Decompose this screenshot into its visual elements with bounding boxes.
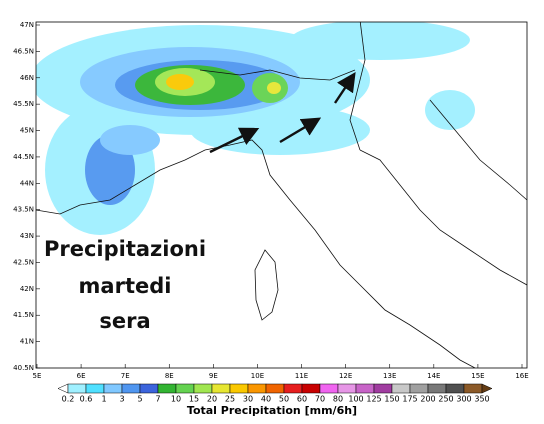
lon-label: 10E (251, 372, 264, 380)
colorbar-arrow (481, 383, 493, 394)
colorbar-box (337, 383, 357, 394)
colorbar-label: 350 (474, 395, 489, 404)
colorbar-label: 0.6 (80, 395, 93, 404)
colorbar-box (211, 383, 231, 394)
lat-label: 46.5N (13, 47, 34, 55)
colorbar-box (373, 383, 393, 394)
lon-label: 14E (427, 372, 440, 380)
lon-label: 12E (339, 372, 352, 380)
colorbar-label: 15 (189, 395, 199, 404)
lat-label: 45N (20, 127, 34, 135)
flow-arrows (209, 72, 356, 154)
colorbar-box (247, 383, 267, 394)
colorbar-box (301, 383, 321, 394)
lat-label: 43N (20, 232, 34, 240)
colorbar-box (139, 383, 159, 394)
lat-label: 45.5N (13, 100, 34, 108)
lon-label: 6E (77, 372, 86, 380)
lon-label: 16E (515, 372, 528, 380)
lat-label: 40.5N (13, 364, 34, 372)
lat-label: 42.5N (13, 258, 34, 266)
colorbar-label: 200 (420, 395, 435, 404)
colorbar-label: 25 (225, 395, 235, 404)
lat-label: 47N (20, 21, 34, 29)
annotation-line: martedi (79, 274, 172, 298)
lon-label: 5E (33, 372, 42, 380)
colorbar-label: 50 (279, 395, 289, 404)
colorbar-label: 20 (207, 395, 217, 404)
colorbar-label: 300 (456, 395, 471, 404)
annotation-line: sera (99, 309, 150, 333)
colorbar-box (283, 383, 303, 394)
colorbar-label: 100 (348, 395, 363, 404)
colorbar-label: 10 (171, 395, 181, 404)
colorbar-box (85, 383, 105, 394)
colorbar-box (67, 383, 87, 394)
precipitation (36, 22, 475, 235)
colorbar-box (121, 383, 141, 394)
lat-label: 44N (20, 179, 34, 187)
lon-label: 15E (471, 372, 484, 380)
lat-label: 41N (20, 338, 34, 346)
colorbar-label: 1 (101, 395, 106, 404)
colorbar-box (193, 383, 213, 394)
colorbar-arrow (57, 383, 69, 394)
annotation-line: Precipitazioni (44, 237, 206, 261)
colorbar-label: 40 (261, 395, 271, 404)
colorbar-label: 0.2 (62, 395, 75, 404)
colorbar-box (427, 383, 447, 394)
colorbar-label: 7 (155, 395, 160, 404)
colorbar-label: 70 (315, 395, 325, 404)
colorbar-box (103, 383, 123, 394)
colorbar-box (229, 383, 249, 394)
lon-label: 8E (165, 372, 174, 380)
colorbar-box (445, 383, 465, 394)
lat-label: 46N (20, 74, 34, 82)
colorbar-label: 150 (384, 395, 399, 404)
lat-label: 42N (20, 285, 34, 293)
colorbar-box (355, 383, 375, 394)
colorbar-label: 175 (402, 395, 417, 404)
lat-label: 41.5N (13, 311, 34, 319)
lon-label: 11E (295, 372, 308, 380)
colorbar-label: 80 (333, 395, 343, 404)
colorbar-title: Total Precipitation [mm/6h] (187, 404, 357, 417)
colorbar-box (265, 383, 285, 394)
colorbar-box (175, 383, 195, 394)
colorbar-label: 3 (119, 395, 124, 404)
lon-label: 7E (121, 372, 130, 380)
colorbar-box (319, 383, 339, 394)
colorbar-box (463, 383, 483, 394)
colorbar-label: 30 (243, 395, 253, 404)
coastlines (36, 22, 527, 368)
colorbar-label: 250 (438, 395, 453, 404)
colorbar-label: 5 (137, 395, 142, 404)
colorbar-label: 125 (366, 395, 381, 404)
colorbar-box (391, 383, 411, 394)
lon-label: 13E (383, 372, 396, 380)
colorbar-box (409, 383, 429, 394)
map-frame (35, 21, 528, 369)
colorbar-box (157, 383, 177, 394)
lat-label: 44.5N (13, 153, 34, 161)
map-area (36, 22, 527, 368)
colorbar-label: 60 (297, 395, 307, 404)
lon-label: 9E (209, 372, 218, 380)
lat-label: 43.5N (13, 206, 34, 214)
